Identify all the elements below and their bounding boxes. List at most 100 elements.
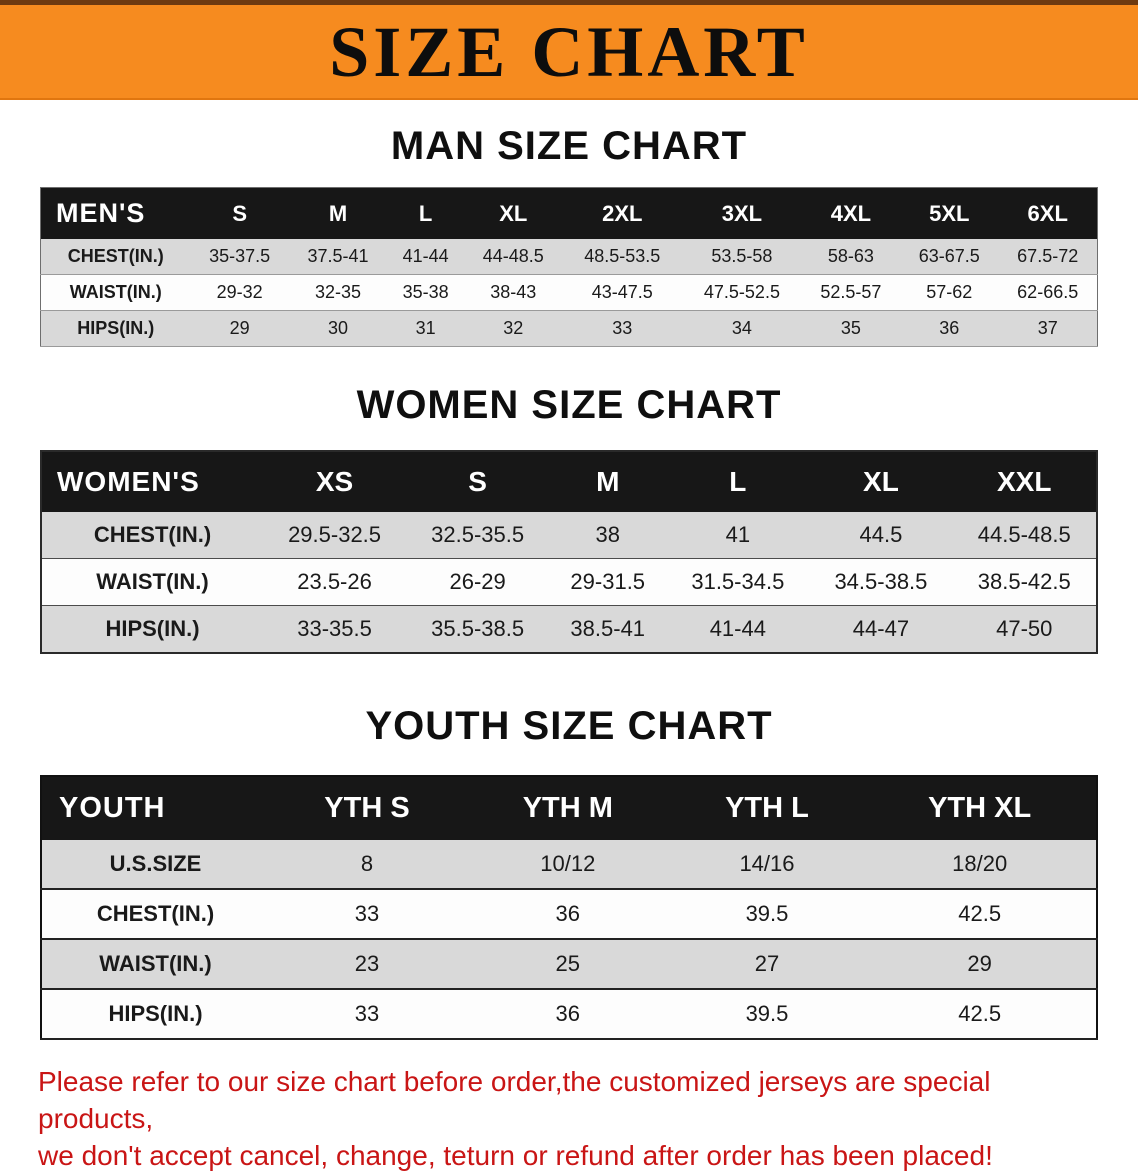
cell: 36 bbox=[464, 889, 671, 940]
cell: 29-32 bbox=[190, 274, 289, 311]
row-label: WAIST(IN.) bbox=[40, 274, 191, 311]
men-section-heading: MAN SIZE CHART bbox=[390, 124, 748, 168]
row-label: HIPS(IN.) bbox=[41, 605, 263, 654]
cell: 23 bbox=[269, 939, 465, 990]
order-policy-note: Please refer to our size chart before or… bbox=[38, 1064, 1100, 1175]
cell: 29 bbox=[190, 310, 289, 347]
cell: 38-43 bbox=[464, 274, 563, 311]
column-header: 3XL bbox=[682, 187, 802, 239]
men-table-title-cell: MEN'S bbox=[40, 187, 191, 239]
cell: 34 bbox=[682, 310, 802, 347]
column-header: XS bbox=[263, 451, 407, 512]
cell: 35-38 bbox=[387, 274, 465, 311]
row-label: CHEST(IN.) bbox=[40, 239, 191, 275]
column-header: 6XL bbox=[998, 187, 1098, 239]
cell: 33 bbox=[269, 989, 465, 1040]
women-section: WOMEN SIZE CHART WOMEN'S XS S M L XL XXL… bbox=[0, 383, 1138, 654]
row-label: WAIST(IN.) bbox=[41, 939, 269, 990]
cell: 43-47.5 bbox=[562, 274, 683, 311]
cell: 57-62 bbox=[900, 274, 999, 311]
cell: 29 bbox=[863, 939, 1097, 990]
women-waist-row: WAIST(IN.) 23.5-26 26-29 29-31.5 31.5-34… bbox=[41, 558, 1097, 606]
column-header: 4XL bbox=[801, 187, 901, 239]
cell: 32-35 bbox=[288, 274, 388, 311]
cell: 34.5-38.5 bbox=[809, 558, 953, 606]
cell: 44-48.5 bbox=[464, 239, 563, 275]
column-header: L bbox=[666, 451, 810, 512]
cell: 52.5-57 bbox=[801, 274, 901, 311]
column-header: M bbox=[549, 451, 667, 512]
men-waist-row: WAIST(IN.) 29-32 32-35 35-38 38-43 43-47… bbox=[40, 274, 1098, 311]
cell: 33 bbox=[269, 889, 465, 940]
youth-hips-row: HIPS(IN.) 33 36 39.5 42.5 bbox=[41, 989, 1097, 1040]
cell: 36 bbox=[464, 989, 671, 1040]
cell: 39.5 bbox=[670, 989, 864, 1040]
youth-size-table: YOUTH YTH S YTH M YTH L YTH XL U.S.SIZE … bbox=[40, 775, 1098, 1040]
cell: 27 bbox=[670, 939, 864, 990]
cell: 31.5-34.5 bbox=[666, 558, 810, 606]
men-size-table: MEN'S S M L XL 2XL 3XL 4XL 5XL 6XL CHEST… bbox=[40, 187, 1098, 347]
column-header: YTH XL bbox=[863, 776, 1097, 840]
column-header: XL bbox=[809, 451, 953, 512]
column-header: YTH L bbox=[670, 776, 864, 840]
youth-header-row: YOUTH YTH S YTH M YTH L YTH XL bbox=[41, 776, 1097, 840]
cell: 31 bbox=[387, 310, 465, 347]
cell: 26-29 bbox=[406, 558, 550, 606]
cell: 41 bbox=[666, 512, 810, 559]
cell: 42.5 bbox=[863, 889, 1097, 940]
women-section-heading: WOMEN SIZE CHART bbox=[356, 383, 782, 427]
cell: 53.5-58 bbox=[682, 239, 802, 275]
cell: 37.5-41 bbox=[288, 239, 388, 275]
women-size-table: WOMEN'S XS S M L XL XXL CHEST(IN.) 29.5-… bbox=[40, 450, 1098, 654]
column-header: YTH S bbox=[269, 776, 465, 840]
cell: 58-63 bbox=[801, 239, 901, 275]
women-header-row: WOMEN'S XS S M L XL XXL bbox=[41, 451, 1097, 512]
cell: 47-50 bbox=[952, 605, 1097, 654]
cell: 41-44 bbox=[387, 239, 465, 275]
column-header: 5XL bbox=[900, 187, 999, 239]
youth-section-heading: YOUTH SIZE CHART bbox=[365, 704, 773, 748]
column-header: M bbox=[288, 187, 388, 239]
cell: 44.5 bbox=[809, 512, 953, 559]
column-header: S bbox=[406, 451, 550, 512]
cell: 18/20 bbox=[863, 840, 1097, 890]
cell: 30 bbox=[288, 310, 388, 347]
row-label: CHEST(IN.) bbox=[41, 512, 263, 559]
cell: 35.5-38.5 bbox=[406, 605, 550, 654]
cell: 47.5-52.5 bbox=[682, 274, 802, 311]
youth-waist-row: WAIST(IN.) 23 25 27 29 bbox=[41, 939, 1097, 990]
cell: 67.5-72 bbox=[998, 239, 1098, 275]
youth-ussize-row: U.S.SIZE 8 10/12 14/16 18/20 bbox=[41, 840, 1097, 890]
women-table-title-cell: WOMEN'S bbox=[41, 451, 263, 512]
column-header: L bbox=[387, 187, 465, 239]
column-header: 2XL bbox=[562, 187, 683, 239]
cell: 44.5-48.5 bbox=[952, 512, 1097, 559]
women-hips-row: HIPS(IN.) 33-35.5 35.5-38.5 38.5-41 41-4… bbox=[41, 605, 1097, 654]
cell: 63-67.5 bbox=[900, 239, 999, 275]
men-section: MAN SIZE CHART MEN'S S M L XL 2XL 3XL 4X… bbox=[0, 124, 1138, 347]
cell: 44-47 bbox=[809, 605, 953, 654]
cell: 42.5 bbox=[863, 989, 1097, 1040]
cell: 41-44 bbox=[666, 605, 810, 654]
cell: 23.5-26 bbox=[263, 558, 407, 606]
cell: 29-31.5 bbox=[549, 558, 667, 606]
column-header: XXL bbox=[952, 451, 1097, 512]
cell: 36 bbox=[900, 310, 999, 347]
row-label: HIPS(IN.) bbox=[40, 310, 191, 347]
cell: 14/16 bbox=[670, 840, 864, 890]
cell: 32 bbox=[464, 310, 563, 347]
cell: 35 bbox=[801, 310, 901, 347]
women-chest-row: CHEST(IN.) 29.5-32.5 32.5-35.5 38 41 44.… bbox=[41, 512, 1097, 559]
men-chest-row: CHEST(IN.) 35-37.5 37.5-41 41-44 44-48.5… bbox=[40, 239, 1098, 275]
cell: 33-35.5 bbox=[263, 605, 407, 654]
row-label: HIPS(IN.) bbox=[41, 989, 269, 1040]
column-header: S bbox=[190, 187, 289, 239]
cell: 38.5-41 bbox=[549, 605, 667, 654]
youth-section: YOUTH SIZE CHART YOUTH YTH S YTH M YTH L… bbox=[0, 704, 1138, 1040]
cell: 38 bbox=[549, 512, 667, 559]
cell: 38.5-42.5 bbox=[952, 558, 1097, 606]
men-hips-row: HIPS(IN.) 29 30 31 32 33 34 35 36 37 bbox=[40, 310, 1098, 347]
cell: 37 bbox=[998, 310, 1098, 347]
cell: 48.5-53.5 bbox=[562, 239, 683, 275]
order-policy-line-1: Please refer to our size chart before or… bbox=[38, 1066, 991, 1134]
